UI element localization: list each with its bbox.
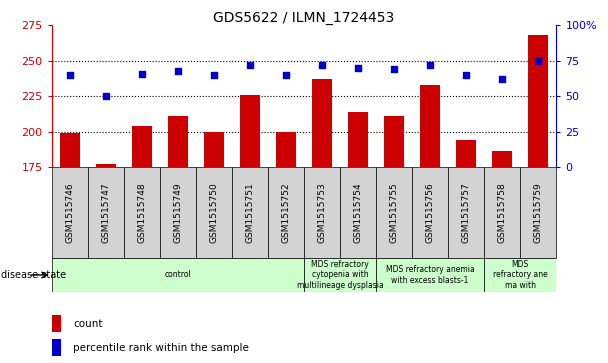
Bar bbox=[484, 258, 556, 292]
Text: count: count bbox=[73, 319, 103, 329]
Point bbox=[461, 72, 471, 78]
Bar bbox=[456, 140, 476, 167]
Point bbox=[533, 58, 543, 64]
Bar bbox=[376, 258, 484, 292]
Text: GDS5622 / ILMN_1724453: GDS5622 / ILMN_1724453 bbox=[213, 11, 395, 25]
Point bbox=[245, 62, 255, 68]
Text: GSM1515749: GSM1515749 bbox=[173, 182, 182, 243]
Text: GSM1515746: GSM1515746 bbox=[65, 182, 74, 243]
Text: GSM1515759: GSM1515759 bbox=[534, 182, 543, 243]
Text: GSM1515756: GSM1515756 bbox=[426, 182, 435, 243]
Bar bbox=[196, 167, 232, 258]
Bar bbox=[312, 79, 332, 167]
Text: GSM1515747: GSM1515747 bbox=[102, 182, 110, 243]
Bar bbox=[168, 116, 188, 167]
Bar bbox=[420, 85, 440, 167]
Point bbox=[137, 71, 147, 77]
Bar bbox=[348, 112, 368, 167]
Bar bbox=[484, 167, 520, 258]
Text: GSM1515750: GSM1515750 bbox=[209, 182, 218, 243]
Bar bbox=[340, 167, 376, 258]
Text: MDS refractory
cytopenia with
multilineage dysplasia: MDS refractory cytopenia with multilinea… bbox=[297, 260, 384, 290]
Text: disease state: disease state bbox=[1, 270, 66, 280]
Bar bbox=[528, 35, 548, 167]
Text: GSM1515755: GSM1515755 bbox=[390, 182, 399, 243]
Point bbox=[353, 65, 363, 71]
Bar bbox=[160, 167, 196, 258]
Point bbox=[426, 62, 435, 68]
Bar bbox=[96, 164, 116, 167]
Text: GSM1515757: GSM1515757 bbox=[461, 182, 471, 243]
Bar bbox=[52, 258, 304, 292]
Bar bbox=[232, 167, 268, 258]
Bar bbox=[52, 339, 61, 356]
Point bbox=[65, 72, 75, 78]
Point bbox=[101, 93, 111, 99]
Bar bbox=[520, 167, 556, 258]
Text: control: control bbox=[165, 270, 191, 280]
Text: GSM1515751: GSM1515751 bbox=[246, 182, 254, 243]
Bar bbox=[492, 151, 512, 167]
Bar bbox=[376, 167, 412, 258]
Text: GSM1515748: GSM1515748 bbox=[137, 182, 147, 243]
Point bbox=[497, 76, 507, 82]
Bar bbox=[240, 95, 260, 167]
Bar bbox=[268, 167, 304, 258]
Text: GSM1515752: GSM1515752 bbox=[282, 182, 291, 243]
Point bbox=[209, 72, 219, 78]
Bar bbox=[204, 131, 224, 167]
Bar bbox=[304, 167, 340, 258]
Point bbox=[389, 66, 399, 72]
Point bbox=[317, 62, 327, 68]
Bar bbox=[304, 258, 376, 292]
Bar bbox=[124, 167, 160, 258]
Point bbox=[281, 72, 291, 78]
Text: GSM1515758: GSM1515758 bbox=[498, 182, 506, 243]
Bar bbox=[52, 167, 88, 258]
Bar bbox=[52, 315, 61, 332]
Point bbox=[173, 68, 183, 74]
Bar bbox=[88, 167, 124, 258]
Bar bbox=[384, 116, 404, 167]
Text: GSM1515753: GSM1515753 bbox=[317, 182, 326, 243]
Text: MDS refractory anemia
with excess blasts-1: MDS refractory anemia with excess blasts… bbox=[386, 265, 474, 285]
Bar bbox=[60, 133, 80, 167]
Bar bbox=[412, 167, 448, 258]
Text: GSM1515754: GSM1515754 bbox=[354, 182, 362, 243]
Bar bbox=[448, 167, 484, 258]
Text: MDS
refractory ane
ma with: MDS refractory ane ma with bbox=[493, 260, 548, 290]
Text: percentile rank within the sample: percentile rank within the sample bbox=[73, 343, 249, 352]
Bar bbox=[132, 126, 152, 167]
Bar bbox=[276, 131, 296, 167]
